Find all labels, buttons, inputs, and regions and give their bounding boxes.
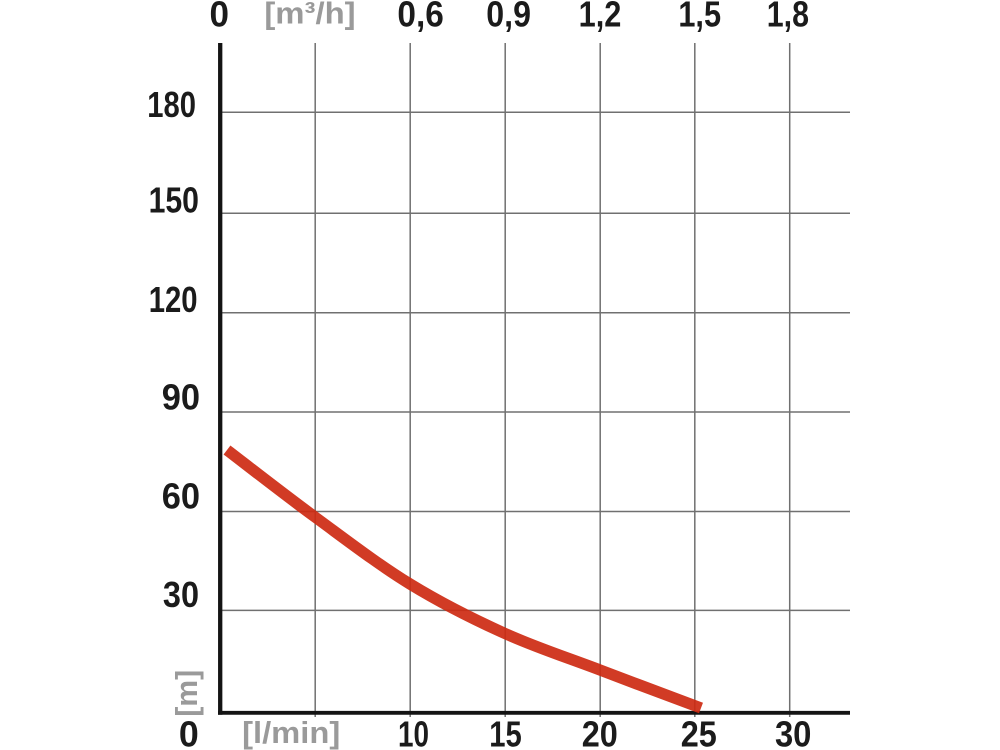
svg-text:[l/min]: [l/min] — [242, 716, 340, 750]
svg-text:150: 150 — [149, 180, 199, 221]
svg-text:[m³/h]: [m³/h] — [264, 0, 355, 30]
svg-text:30: 30 — [163, 574, 199, 615]
svg-text:0: 0 — [179, 713, 199, 750]
svg-text:90: 90 — [162, 377, 200, 418]
svg-text:60: 60 — [162, 476, 200, 517]
svg-text:1,5: 1,5 — [678, 0, 721, 35]
svg-text:0,6: 0,6 — [397, 0, 443, 35]
svg-text:25: 25 — [681, 714, 717, 750]
svg-text:30: 30 — [775, 714, 812, 750]
svg-text:15: 15 — [489, 714, 522, 750]
svg-text:0: 0 — [210, 0, 230, 35]
svg-text:20: 20 — [582, 714, 618, 750]
svg-text:[m]: [m] — [170, 670, 204, 717]
svg-text:180: 180 — [147, 84, 196, 125]
svg-text:0,9: 0,9 — [486, 0, 531, 35]
svg-text:1,8: 1,8 — [767, 0, 809, 35]
svg-text:120: 120 — [149, 279, 198, 320]
svg-text:1,2: 1,2 — [579, 0, 622, 35]
svg-text:10: 10 — [398, 714, 429, 750]
